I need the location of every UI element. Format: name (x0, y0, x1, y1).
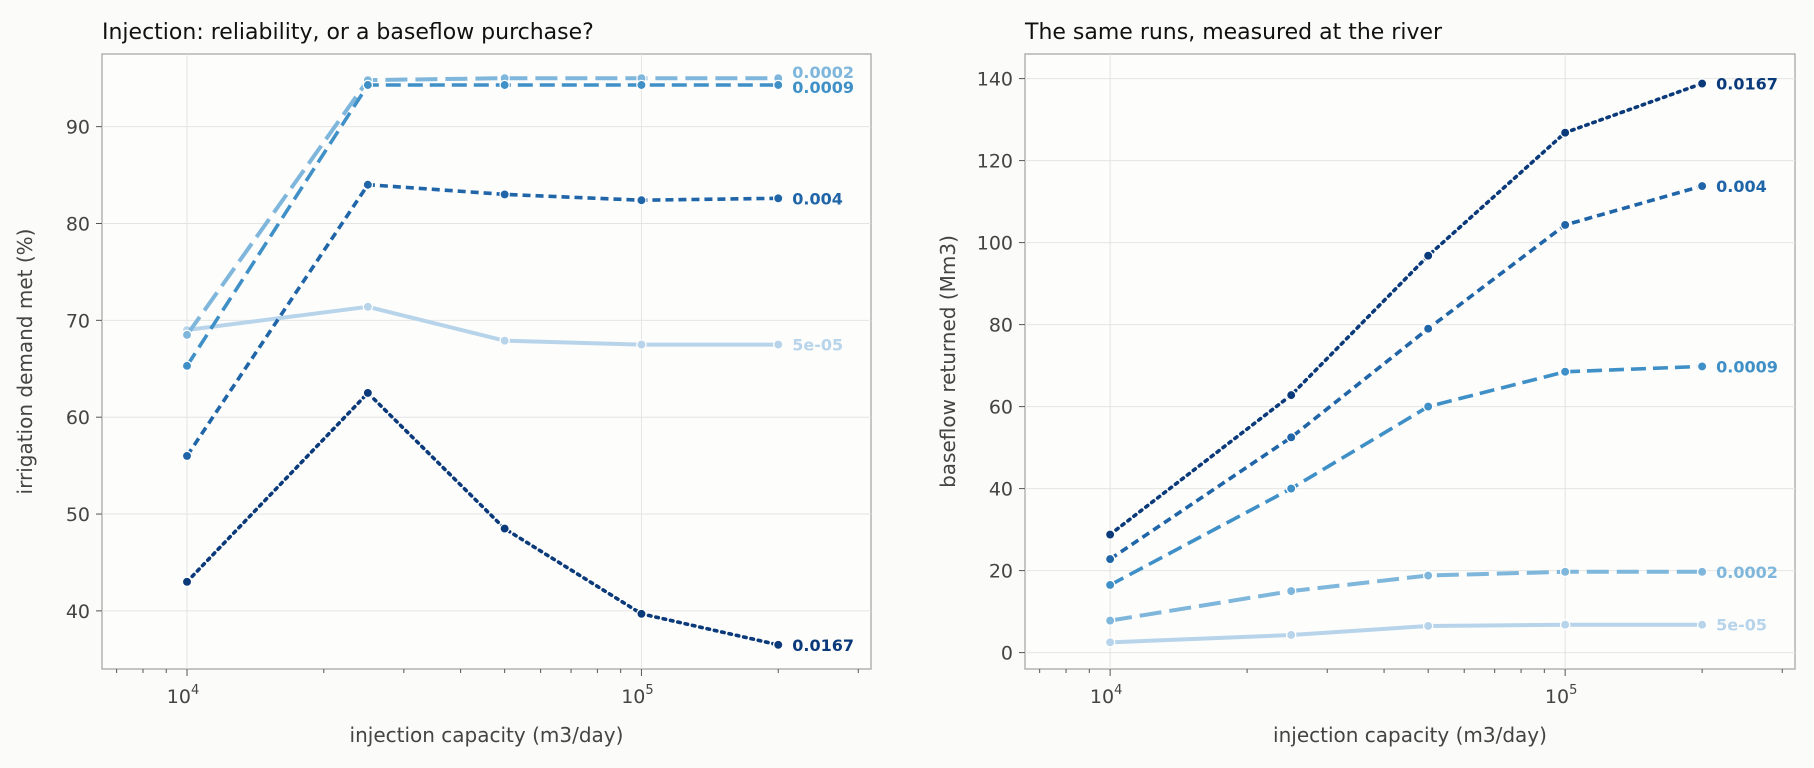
x-tick-label: 105 (621, 683, 653, 708)
data-point (1422, 401, 1434, 412)
y-tick-label: 140 (977, 69, 1013, 91)
data-point (1559, 127, 1571, 138)
y-tick-label: 0 (1001, 643, 1013, 665)
data-point (772, 639, 784, 651)
data-point (1285, 389, 1297, 401)
x-axis-label: injection capacity (m3/day) (1273, 723, 1547, 747)
series-line (185, 76, 779, 337)
y-tick-label: 70 (66, 310, 90, 332)
y-tick-label: 100 (977, 233, 1013, 255)
series-end-label: 0.0002 (1716, 563, 1778, 582)
y-tick-label: 120 (977, 151, 1013, 173)
data-point (1696, 180, 1708, 192)
data-point (1422, 570, 1434, 581)
series-0.004: 0.004 (1104, 177, 1767, 565)
data-point (1104, 615, 1116, 626)
y-tick-label: 60 (989, 397, 1013, 419)
data-point (499, 189, 510, 200)
data-point (1422, 620, 1434, 632)
y-tick-label: 20 (989, 561, 1013, 583)
data-point (636, 339, 647, 350)
y-axis-label: baseflow returned (Mm3) (936, 235, 960, 488)
data-point (499, 335, 510, 346)
y-tick-label: 60 (66, 407, 90, 429)
data-point (1104, 637, 1116, 648)
data-point (636, 608, 647, 620)
data-point (1422, 323, 1434, 334)
data-point (181, 360, 193, 372)
series-end-label: 0.004 (1716, 177, 1767, 196)
data-point (1696, 361, 1708, 372)
data-point (1285, 585, 1297, 597)
series-end-label: 0.004 (792, 189, 843, 208)
series-end-label: 0.0009 (792, 78, 854, 97)
data-point (1104, 529, 1116, 540)
y-tick-label: 90 (66, 117, 90, 139)
data-point (1696, 78, 1708, 89)
y-tick-label: 80 (66, 213, 90, 235)
data-point (499, 79, 510, 91)
y-tick-label: 80 (989, 315, 1013, 337)
data-point (1285, 629, 1297, 641)
y-axis-label: irrigation demand met (%) (13, 229, 37, 495)
series-end-label: 5e-05 (792, 336, 843, 355)
series-end-label: 0.0009 (1716, 357, 1778, 376)
series-0.0167: 0.0167 (181, 387, 854, 655)
series-5e-05: 5e-05 (1104, 616, 1767, 648)
series-0.0167: 0.0167 (1104, 75, 1778, 540)
series-end-label: 0.0167 (1716, 75, 1778, 94)
y-tick-label: 40 (989, 479, 1013, 501)
series-end-label: 0.0002 (792, 63, 854, 82)
data-point (499, 523, 510, 534)
data-point (1422, 250, 1434, 261)
data-point (181, 450, 193, 462)
y-tick-label: 50 (66, 504, 90, 526)
data-point (1559, 219, 1571, 231)
data-point (772, 79, 784, 91)
data-point (181, 576, 193, 588)
x-tick-label: 105 (1545, 683, 1577, 708)
plot-area (101, 53, 872, 670)
data-point (1696, 619, 1708, 630)
gridlines (102, 54, 871, 669)
chart-title: Injection: reliability, or a baseflow pu… (102, 20, 594, 45)
chart-panel-1: 40 50 60 70 80 90 104 105 Injection: reliability… (13, 20, 872, 747)
gridlines (1025, 54, 1795, 669)
plot-area (1024, 53, 1796, 670)
data-point (1559, 619, 1571, 630)
series-end-label: 5e-05 (1716, 616, 1767, 635)
data-point (636, 79, 647, 91)
data-point (181, 329, 193, 341)
data-point (1559, 366, 1571, 377)
series-end-label: 0.0167 (792, 636, 854, 655)
chart-panel-2: 0 20 40 60 80 100 120 140 104 105 The same runs, m… (936, 20, 1796, 747)
series-0.004: 0.004 (181, 179, 843, 462)
data-point (362, 301, 374, 313)
data-point (362, 79, 374, 91)
chart-title: The same runs, measured at the river (1024, 20, 1443, 45)
data-point (772, 339, 784, 350)
data-point (1104, 553, 1116, 565)
x-tick-label: 104 (167, 683, 199, 708)
series-5e-05: 5e-05 (181, 301, 843, 355)
data-point (1559, 566, 1571, 578)
x-axis-label: injection capacity (m3/day) (350, 723, 624, 747)
data-point (636, 194, 647, 206)
data-point (362, 179, 374, 190)
data-point (1285, 483, 1297, 494)
data-point (362, 387, 374, 399)
series-0.0002: 0.0002 (1104, 563, 1778, 626)
data-point (1285, 432, 1297, 443)
y-tick-label: 40 (66, 601, 90, 623)
data-point (1104, 579, 1116, 591)
x-tick-label: 104 (1090, 683, 1122, 708)
series-0.0009: 0.0009 (181, 78, 854, 372)
series-0.0009: 0.0009 (1104, 357, 1778, 591)
data-point (772, 193, 784, 204)
data-point (1696, 566, 1708, 578)
